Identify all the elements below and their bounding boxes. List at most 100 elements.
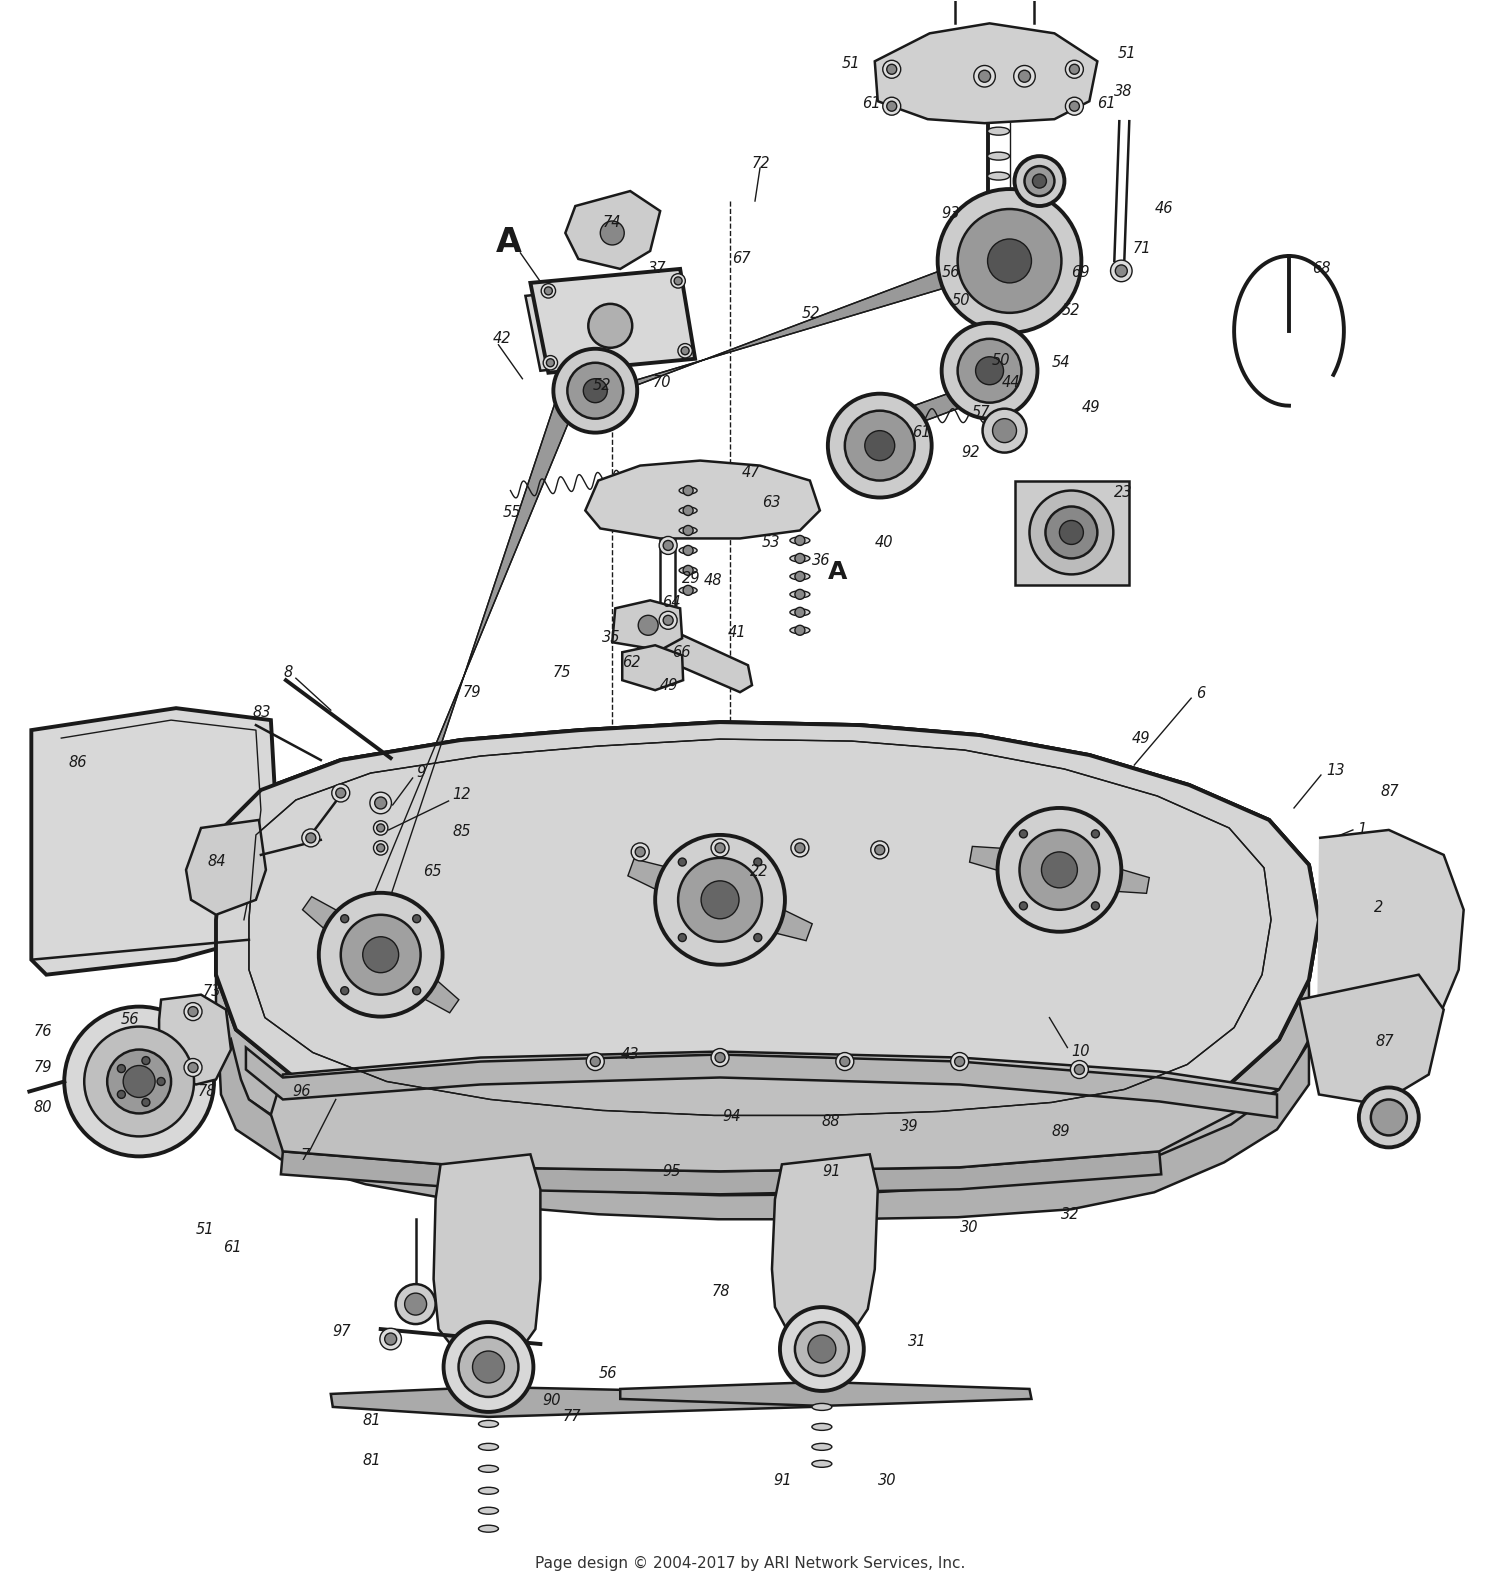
Circle shape	[184, 1059, 202, 1076]
Circle shape	[681, 347, 688, 355]
Ellipse shape	[790, 627, 810, 633]
Circle shape	[874, 845, 885, 855]
Circle shape	[1014, 157, 1065, 206]
Circle shape	[795, 608, 806, 617]
Ellipse shape	[987, 152, 1010, 160]
Circle shape	[682, 526, 693, 535]
Circle shape	[754, 858, 762, 866]
Polygon shape	[370, 940, 459, 1013]
Circle shape	[1110, 260, 1132, 282]
Circle shape	[663, 616, 674, 625]
Circle shape	[375, 796, 387, 809]
Circle shape	[1024, 166, 1054, 196]
Circle shape	[982, 408, 1026, 453]
Polygon shape	[216, 975, 1310, 1192]
Circle shape	[340, 915, 348, 923]
Circle shape	[320, 893, 442, 1016]
Text: 78: 78	[198, 1084, 216, 1099]
Circle shape	[374, 841, 388, 855]
Polygon shape	[772, 1154, 877, 1349]
Circle shape	[1092, 829, 1100, 837]
Text: 79: 79	[33, 1061, 53, 1075]
Text: 12: 12	[453, 787, 471, 803]
Polygon shape	[969, 847, 1062, 888]
Circle shape	[588, 304, 632, 348]
Text: 46: 46	[1155, 201, 1173, 215]
Ellipse shape	[478, 1507, 498, 1515]
Text: 7: 7	[302, 1148, 310, 1164]
Circle shape	[638, 616, 658, 635]
Circle shape	[1041, 852, 1077, 888]
Text: 48: 48	[704, 573, 723, 587]
Circle shape	[302, 829, 320, 847]
Circle shape	[884, 60, 900, 78]
Text: 52: 52	[592, 378, 610, 393]
Circle shape	[384, 1333, 396, 1346]
Text: A: A	[828, 560, 848, 584]
Circle shape	[586, 1053, 604, 1070]
Polygon shape	[628, 860, 726, 918]
Circle shape	[840, 1056, 850, 1067]
Polygon shape	[638, 621, 752, 692]
Circle shape	[374, 820, 388, 836]
Text: 92: 92	[962, 445, 980, 461]
Text: 13: 13	[1326, 763, 1344, 777]
Circle shape	[413, 915, 420, 923]
Bar	[1014, 481, 1130, 586]
Text: 55: 55	[503, 505, 520, 519]
Text: 31: 31	[908, 1333, 926, 1349]
Text: Page design © 2004-2017 by ARI Network Services, Inc.: Page design © 2004-2017 by ARI Network S…	[536, 1556, 964, 1572]
Text: 38: 38	[1114, 84, 1132, 98]
Ellipse shape	[987, 196, 1010, 206]
Ellipse shape	[812, 1444, 832, 1450]
Text: 44: 44	[1002, 375, 1020, 391]
Text: 61: 61	[1098, 95, 1116, 111]
Text: 73: 73	[202, 985, 222, 999]
Circle shape	[332, 784, 350, 803]
Circle shape	[591, 386, 600, 396]
Text: 49: 49	[660, 678, 678, 693]
Circle shape	[884, 97, 900, 116]
Text: 91: 91	[772, 1474, 792, 1488]
Circle shape	[987, 239, 1032, 283]
Circle shape	[106, 1050, 171, 1113]
Circle shape	[400, 1290, 430, 1319]
Circle shape	[795, 589, 806, 600]
Text: 78: 78	[712, 1284, 730, 1298]
Circle shape	[682, 565, 693, 575]
Text: 49: 49	[1082, 400, 1100, 415]
Circle shape	[957, 339, 1022, 402]
Text: 6: 6	[1196, 685, 1206, 701]
Circle shape	[340, 986, 348, 994]
Circle shape	[142, 1056, 150, 1065]
Text: 50: 50	[951, 293, 970, 309]
Text: 71: 71	[1132, 242, 1150, 256]
Text: 2: 2	[1374, 901, 1383, 915]
Polygon shape	[585, 461, 820, 538]
Circle shape	[1020, 902, 1028, 910]
Circle shape	[795, 554, 806, 564]
Circle shape	[844, 410, 915, 481]
Circle shape	[405, 1293, 426, 1315]
Text: 30: 30	[878, 1474, 897, 1488]
Text: 87: 87	[1382, 785, 1400, 799]
Circle shape	[123, 1065, 154, 1097]
Polygon shape	[714, 882, 812, 940]
Circle shape	[975, 356, 1004, 385]
Circle shape	[795, 1322, 849, 1376]
Circle shape	[754, 934, 762, 942]
Text: 86: 86	[69, 755, 87, 769]
Circle shape	[1092, 902, 1100, 910]
Circle shape	[658, 611, 676, 630]
Circle shape	[865, 431, 894, 461]
Text: 42: 42	[492, 331, 512, 347]
Circle shape	[554, 348, 638, 432]
Text: 41: 41	[728, 625, 747, 640]
Circle shape	[543, 356, 558, 370]
Circle shape	[780, 1308, 864, 1391]
Ellipse shape	[680, 587, 698, 594]
Ellipse shape	[790, 537, 810, 545]
Circle shape	[408, 1296, 423, 1312]
Circle shape	[363, 937, 399, 972]
Text: 10: 10	[1071, 1045, 1090, 1059]
